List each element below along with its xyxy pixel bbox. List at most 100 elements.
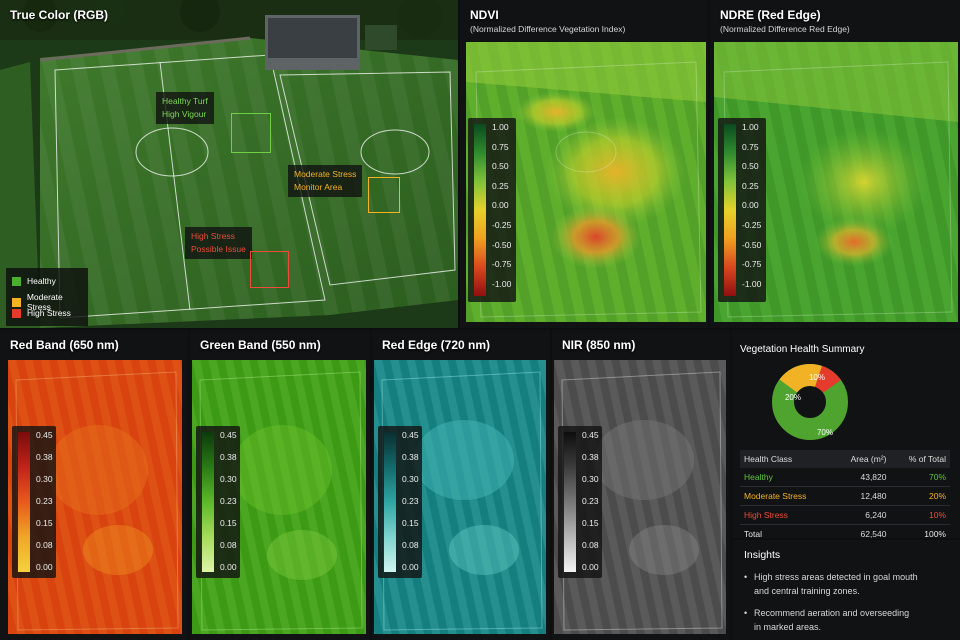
summary-panel: Vegetation Health Summary 10% 20% 70% He… <box>732 330 960 538</box>
red-band-scale-label: 0.30 <box>36 474 53 484</box>
ndvi-scale-label: 1.00 <box>492 122 509 132</box>
green-band-scale-label: 0.00 <box>220 562 237 572</box>
ndre-panel: NDRE (Red Edge) (Normalized Difference R… <box>710 0 960 328</box>
ndvi-colorbar: 1.00 0.75 0.50 0.25 0.00 -0.25 -0.50 -0.75 -1.00 <box>468 118 516 302</box>
ndre-colorbar: 1.00 0.75 0.50 0.25 0.00 -0.25 -0.50 -0.75 -1.00 <box>718 118 766 302</box>
green-band-scale-label: 0.30 <box>220 474 237 484</box>
rededge-band-scale-label: 0.15 <box>402 518 419 528</box>
nir-band-panel: NIR (850 nm) 0.45 0.38 0.30 0.23 0.15 0.08 0.0… <box>552 330 730 640</box>
insight-line: Recommend aeration and overseeding <box>754 608 910 618</box>
insights-panel: Insights • High stress areas detected in … <box>732 540 960 640</box>
green-band-scale-label: 0.38 <box>220 452 237 462</box>
legend-item-moderate: Moderate Stress <box>12 292 88 312</box>
ndre-title: NDRE (Red Edge) <box>720 8 821 22</box>
legend-item-healthy: Healthy <box>12 276 56 286</box>
legend-swatch-high <box>12 308 21 318</box>
annotation-high-box <box>250 251 289 288</box>
donut-segment-moderate <box>772 364 848 440</box>
ndvi-scale-label: -0.25 <box>492 220 512 230</box>
nir-band-scale-label: 0.45 <box>582 430 599 440</box>
green-band-title: Green Band (550 nm) <box>200 338 321 352</box>
ndvi-scale-label: -0.50 <box>492 239 512 250</box>
health-class-cell: Healthy <box>740 468 833 487</box>
ndvi-scale-label: 0.50 <box>492 161 509 172</box>
health-table: Health Class Area (m²) % of Total Health… <box>740 450 950 538</box>
health-class-cell: Moderate Stress <box>740 486 833 506</box>
green-band-colorbar-gradient <box>202 432 214 572</box>
percent-cell: 10% <box>890 505 950 525</box>
green-band-scale-label: 0.08 <box>220 540 237 550</box>
rgb-title: True Color (RGB) <box>10 8 108 22</box>
rededge-band-scale-label: 0.45 <box>402 430 419 440</box>
nir-band-colorbar-gradient <box>564 432 576 572</box>
health-table-row: High Stress 6,240 10% <box>740 505 950 525</box>
annotation-high-line1: High Stress <box>191 231 235 241</box>
nir-band-title: NIR (850 nm) <box>562 338 636 352</box>
percent-cell: 70% <box>890 468 950 487</box>
health-class-cell: High Stress <box>740 505 833 525</box>
ndre-scale-label: -0.50 <box>742 239 762 250</box>
rededge-band-scale-label: 0.08 <box>402 540 419 550</box>
donut-label-healthy: 70% <box>817 428 833 437</box>
donut-label-moderate: 20% <box>785 393 801 402</box>
health-class-cell: Total <box>740 524 833 538</box>
health-legend: Healthy Moderate Stress High Stress <box>6 268 88 326</box>
rgb-panel: True Color (RGB) Healthy Turf High Vigou… <box>0 0 458 328</box>
green-band-colorbar: 0.45 0.38 0.30 0.23 0.15 0.08 0.00 <box>196 426 240 578</box>
health-table-row: Total 62,540 100% <box>740 524 950 538</box>
area-cell: 6,240 <box>832 505 891 525</box>
ndvi-scale-label: 0.75 <box>492 141 509 152</box>
health-table-row: Moderate Stress 12,480 20% <box>740 486 950 506</box>
red-band-colorbar: 0.45 0.38 0.30 0.23 0.15 0.08 0.00 <box>12 426 56 578</box>
donut-label-high: 10% <box>809 373 825 382</box>
annotation-moderate-box <box>368 177 400 213</box>
ndre-scale-label: -1.00 <box>742 278 762 289</box>
rededge-band-scale-label: 0.00 <box>402 562 419 572</box>
area-cell: 43,820 <box>832 468 891 487</box>
red-edge-band-panel: Red Edge (720 nm) 0.45 0.38 0.30 0.23 0.15 0.… <box>372 330 550 640</box>
area-cell: 12,480 <box>832 486 891 506</box>
nir-band-scale-label: 0.38 <box>582 452 599 462</box>
nir-band-scale-label: 0.08 <box>582 540 599 550</box>
ndre-scale-label: 0.50 <box>742 161 759 172</box>
legend-label-healthy: Healthy <box>27 276 56 286</box>
red-band-scale-label: 0.15 <box>36 518 53 528</box>
bullet-icon: • <box>744 608 748 618</box>
nir-band-colorbar: 0.45 0.38 0.30 0.23 0.15 0.08 0.00 <box>558 426 602 578</box>
ndvi-scale-label: 0.00 <box>492 200 509 211</box>
health-table-wrap: Health Class Area (m²) % of Total Health… <box>740 450 950 538</box>
annotation-healthy-line1: Healthy Turf <box>162 96 208 106</box>
summary-title: Vegetation Health Summary <box>740 344 865 355</box>
health-table-row: Healthy 43,820 70% <box>740 468 950 487</box>
legend-label-high: High Stress <box>27 308 71 318</box>
ndvi-scale-label: 0.25 <box>492 180 509 191</box>
annotation-healthy-label: Healthy Turf High Vigour <box>156 92 214 124</box>
legend-item-high: High Stress <box>12 308 71 318</box>
health-table-header: Health Class Area (m²) % of Total <box>740 450 950 468</box>
red-band-scale-label: 0.45 <box>36 430 53 440</box>
annotation-healthy-box <box>231 113 271 153</box>
col-area: Area (m²) <box>832 450 891 468</box>
annotation-moderate-line2: Monitor Area <box>294 182 343 192</box>
ndre-scale-label: 1.00 <box>742 122 759 132</box>
red-band-scale-label: 0.00 <box>36 562 53 572</box>
red-band-panel: Red Band (650 nm) 0.45 0.38 0.30 0.23 0.15 0.… <box>0 330 188 640</box>
ndvi-subtitle: (Normalized Difference Vegetation Index) <box>470 24 626 34</box>
red-edge-band-colorbar-gradient <box>384 432 396 572</box>
red-band-scale-label: 0.38 <box>36 452 53 462</box>
nir-band-scale-label: 0.00 <box>582 562 599 572</box>
percent-cell: 100% <box>890 524 950 538</box>
red-edge-band-title: Red Edge (720 nm) <box>382 338 491 352</box>
ndvi-title: NDVI <box>470 8 499 22</box>
annotation-moderate-line1: Moderate Stress <box>294 169 357 179</box>
ndre-colorbar-gradient <box>724 124 736 296</box>
ndre-subtitle: (Normalized Difference Red Edge) <box>720 24 850 34</box>
green-band-panel: Green Band (550 nm) 0.45 0.38 0.30 0.23 0.15… <box>190 330 370 640</box>
percent-cell: 20% <box>890 486 950 506</box>
green-band-scale-label: 0.23 <box>220 496 237 506</box>
annotation-high-label: High Stress Possible Issue <box>185 227 252 259</box>
nir-band-scale-label: 0.30 <box>582 474 599 484</box>
annotation-high-line2: Possible Issue <box>191 244 246 254</box>
ndre-image <box>714 42 958 322</box>
rededge-band-scale-label: 0.23 <box>402 496 419 506</box>
